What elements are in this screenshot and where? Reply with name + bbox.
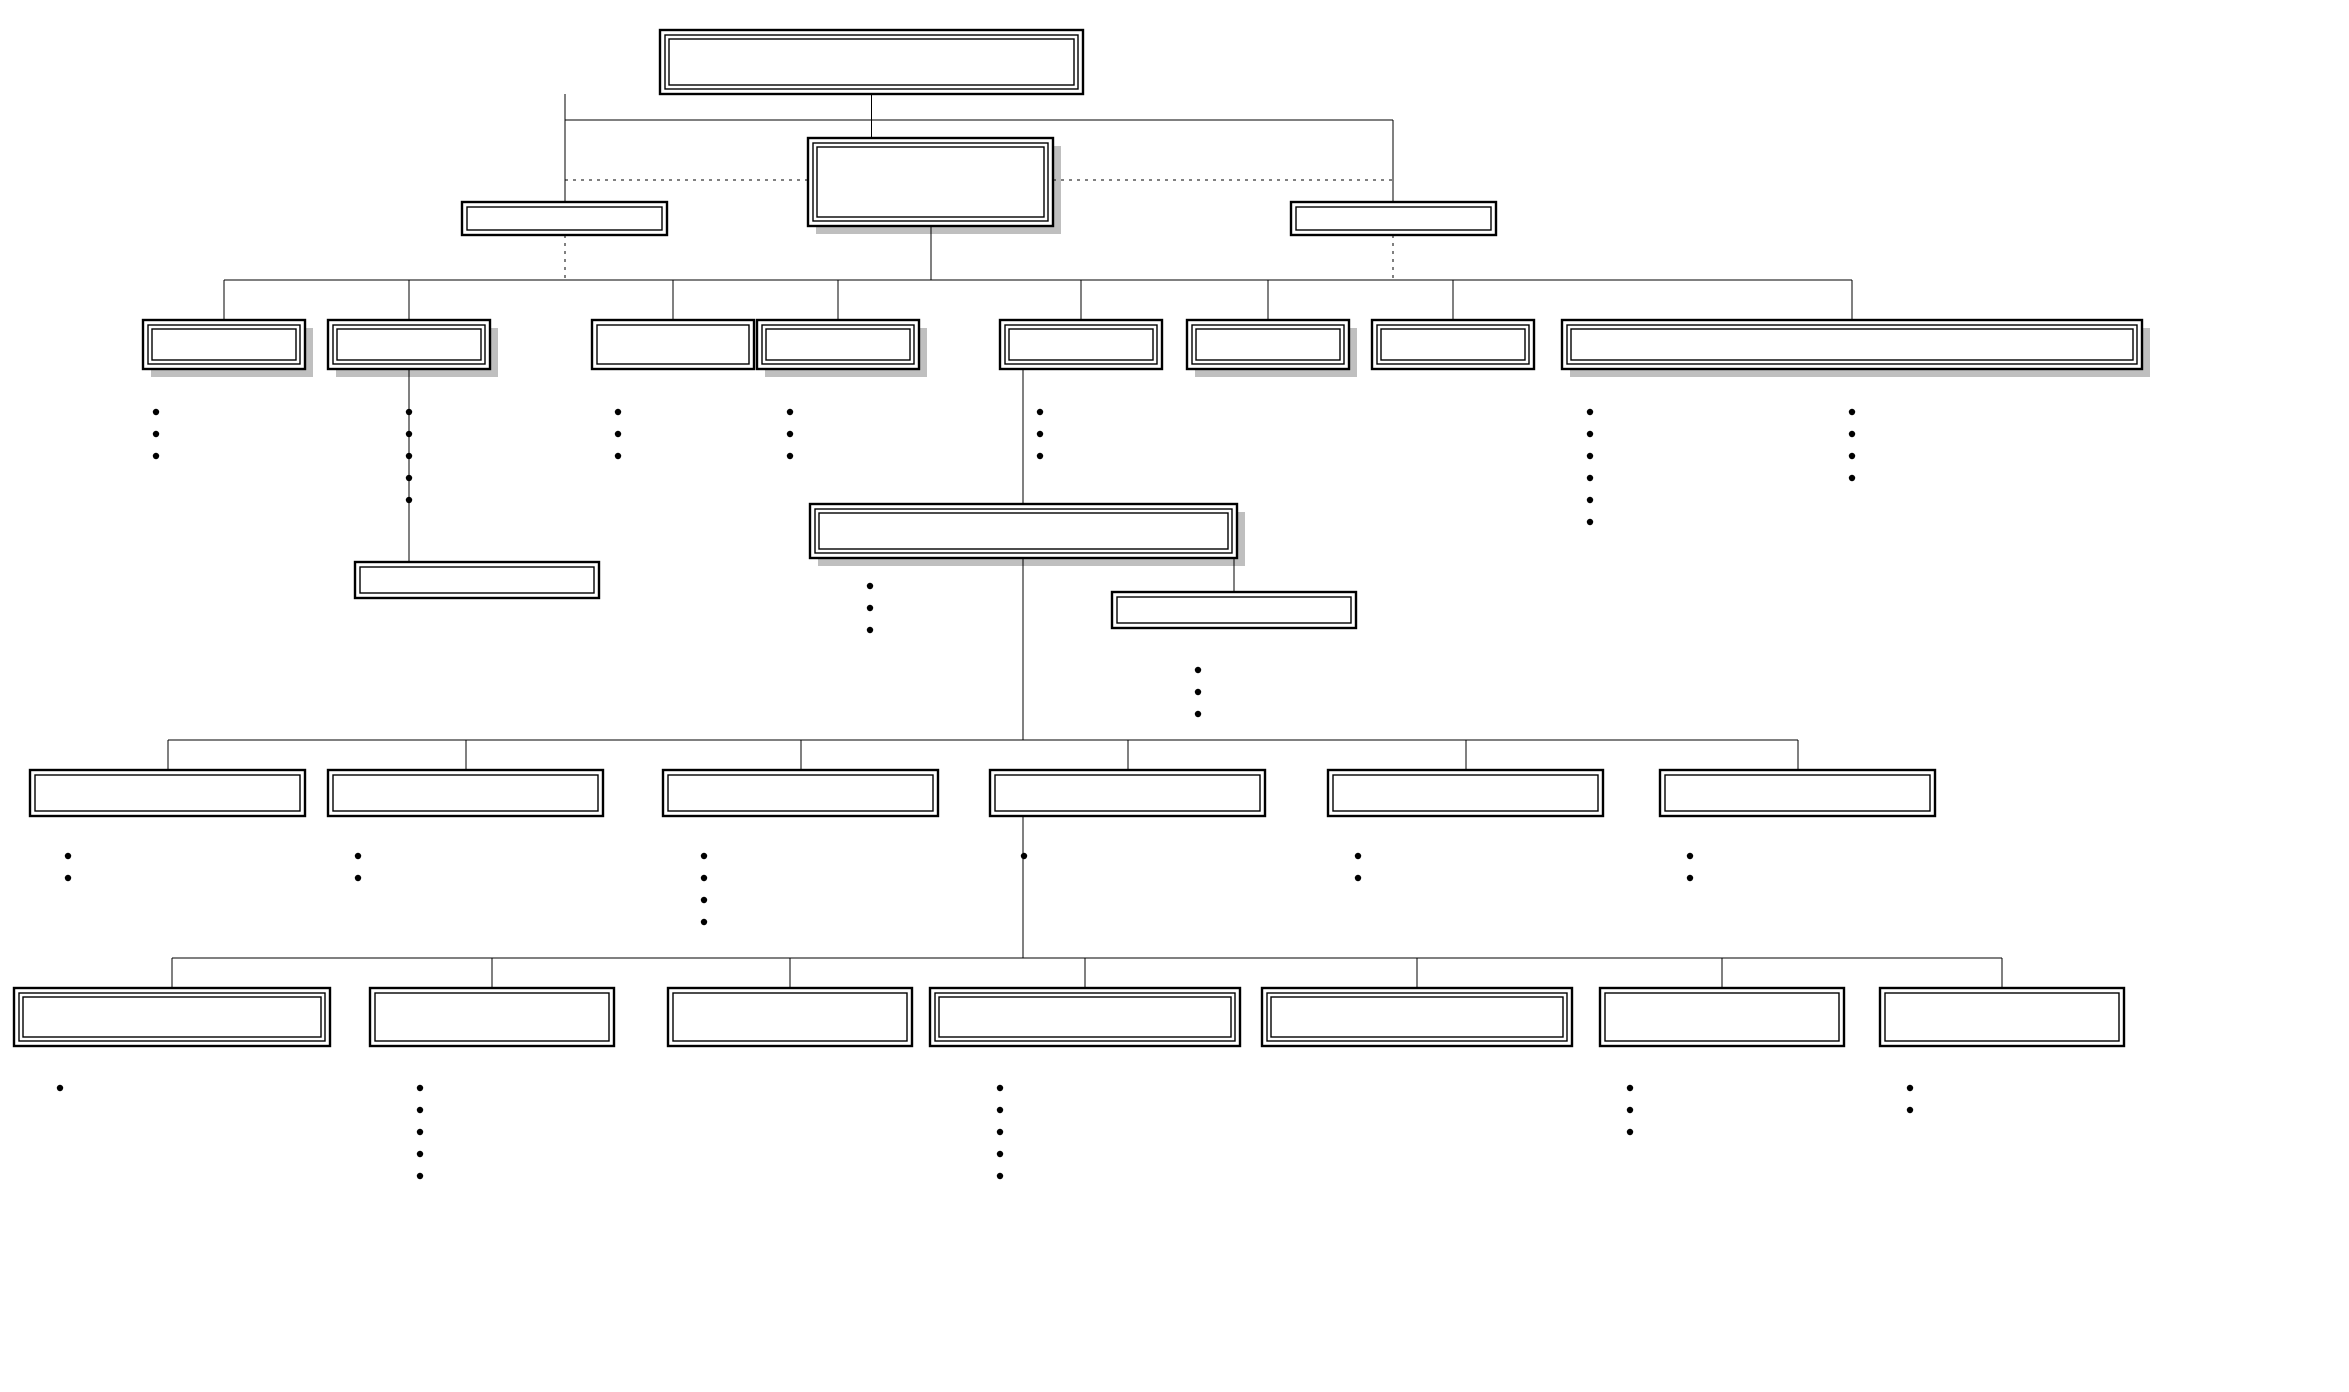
org-chart (0, 0, 2349, 1392)
